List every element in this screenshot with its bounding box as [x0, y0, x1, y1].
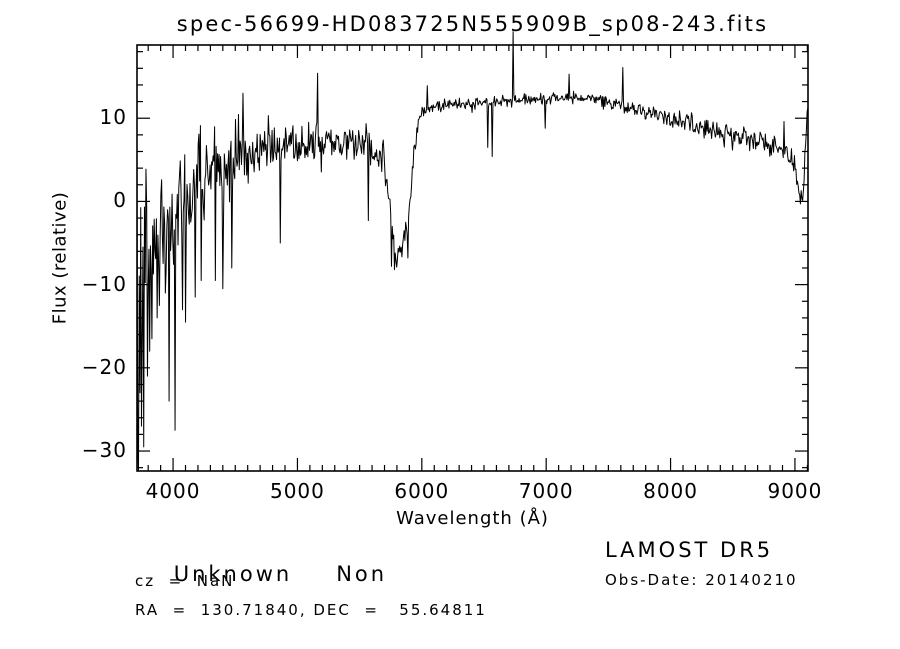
x-axis-title: Wavelength (Å)	[396, 508, 549, 529]
ra-dec-line: RA = 130.71840, DEC = 55.64811	[135, 601, 487, 619]
subclass-label: Non	[336, 562, 388, 586]
x-tick-label: 7000	[518, 479, 574, 503]
y-tick-label: 10	[99, 105, 127, 130]
cz-value-line: cz = NaN	[135, 572, 235, 590]
x-tick-label: 9000	[767, 479, 823, 503]
y-tick-label: −10	[81, 271, 127, 296]
classification-row: Unknown Non	[135, 538, 387, 610]
x-tick-label: 8000	[643, 479, 699, 503]
class-label: Unknown	[173, 562, 293, 586]
y-tick-label: −30	[81, 438, 127, 463]
plot-title: spec-56699-HD083725N555909B_sp08-243.fit…	[176, 12, 769, 36]
y-tick-label: 0	[113, 188, 127, 213]
survey-label: LAMOST DR5	[605, 538, 774, 562]
obs-date-line: Obs-Date: 20140210	[605, 571, 798, 589]
x-tick-label: 5000	[269, 479, 325, 503]
y-axis-title: Flux (relative)	[49, 191, 71, 325]
spectrum-line	[136, 31, 809, 472]
x-tick-label: 6000	[394, 479, 450, 503]
y-tick-label: −20	[81, 354, 127, 379]
x-tick-label: 4000	[145, 479, 201, 503]
